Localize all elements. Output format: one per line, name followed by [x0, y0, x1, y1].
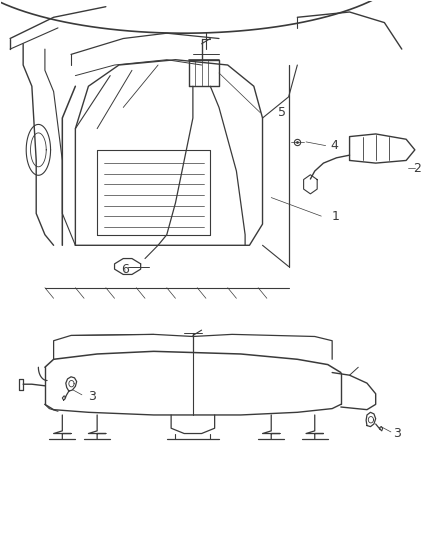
- Text: 5: 5: [278, 106, 286, 119]
- Text: 6: 6: [121, 263, 129, 276]
- Text: 3: 3: [88, 390, 96, 403]
- Text: 1: 1: [332, 209, 340, 223]
- Text: 3: 3: [393, 427, 401, 440]
- Text: 2: 2: [413, 162, 420, 175]
- Text: 4: 4: [330, 139, 338, 152]
